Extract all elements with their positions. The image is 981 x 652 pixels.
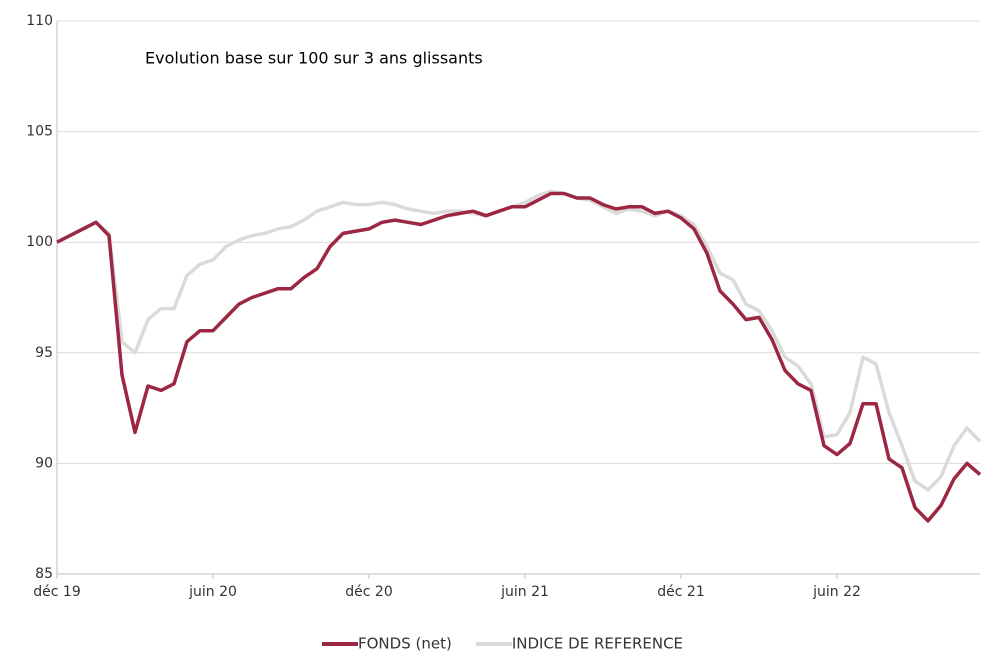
annotation: Evolution base sur 100 sur 3 ans glissan… <box>145 49 483 68</box>
y-tick-label: 100 <box>26 234 53 250</box>
x-tick-label: déc 19 <box>33 584 80 600</box>
y-tick-label: 110 <box>26 13 53 29</box>
legend-label: FONDS (net) <box>358 635 452 652</box>
x-tick-label: juin 21 <box>500 584 549 600</box>
y-tick-label: 105 <box>26 124 53 140</box>
y-tick-label: 90 <box>35 455 53 471</box>
line <box>56 189 981 492</box>
legend-label: INDICE DE REFERENCE <box>512 635 683 652</box>
y-tick-label: 95 <box>35 345 53 361</box>
x-tick-label: déc 21 <box>657 584 704 600</box>
x-tick-label: juin 22 <box>812 584 861 600</box>
x-tick-label: juin 20 <box>188 584 237 600</box>
x-tick-label: déc 20 <box>345 584 392 600</box>
line <box>56 191 981 523</box>
y-tick-label: 85 <box>35 566 53 582</box>
